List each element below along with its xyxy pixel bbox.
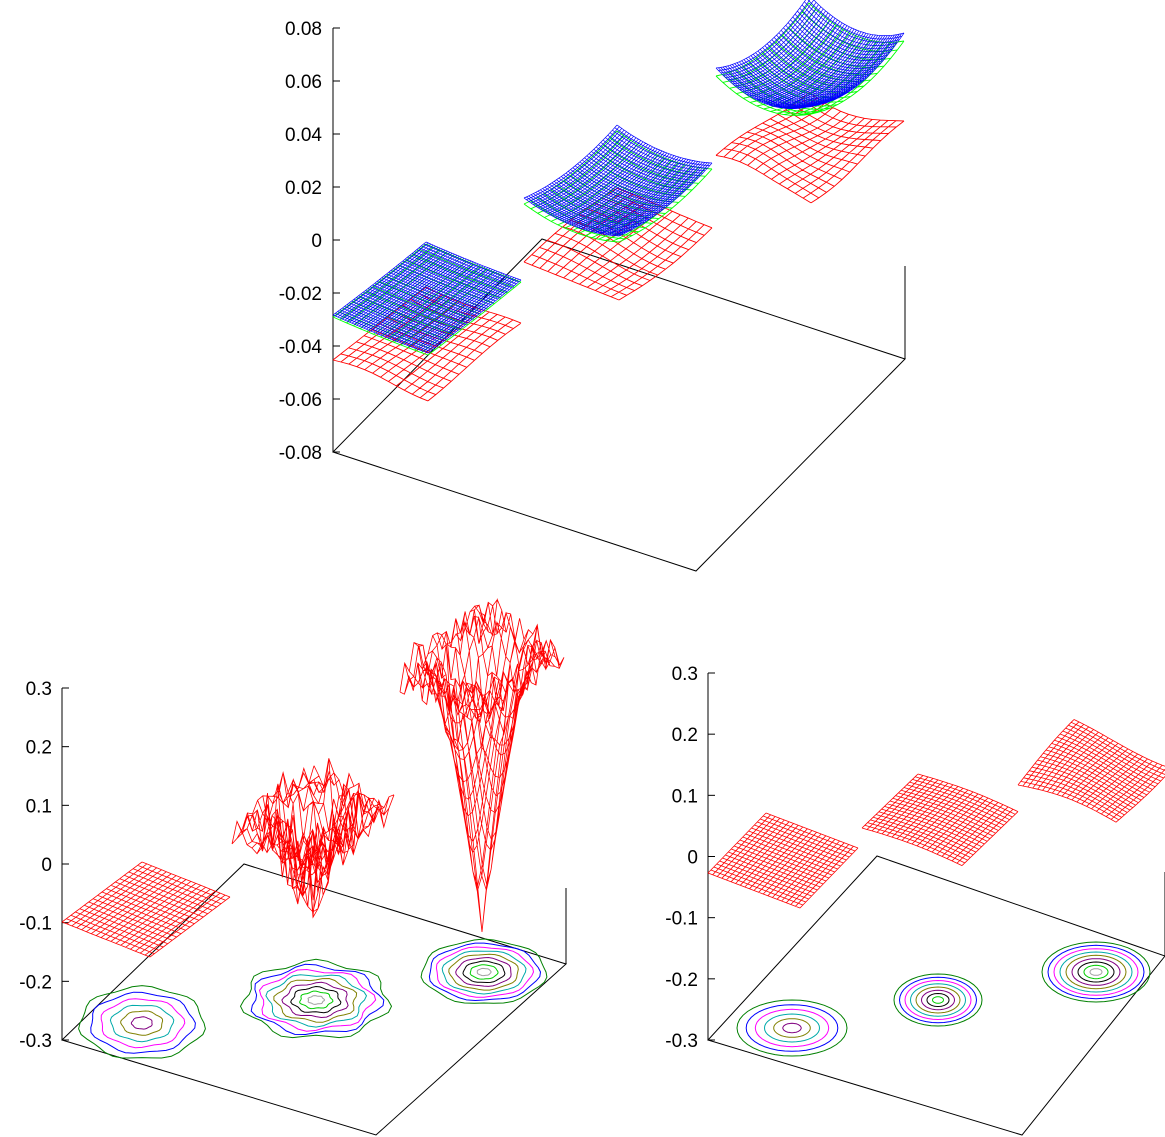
contour-line: [920, 989, 956, 1011]
z-tick-label: -0.02: [279, 284, 322, 305]
contour-line: [1059, 951, 1133, 993]
contour-line: [1053, 948, 1139, 996]
contour-line: [307, 995, 326, 1005]
z-tick-label: -0.08: [279, 443, 322, 464]
contour-line: [915, 986, 961, 1014]
contour-line: [898, 976, 978, 1024]
z-tick-label: 0.1: [672, 786, 698, 807]
red-wireframe: [861, 773, 1019, 866]
contour-line: [100, 998, 186, 1049]
z-tick-label: 0.3: [672, 664, 698, 685]
contour-line: [428, 942, 542, 1002]
contour-line: [1065, 954, 1127, 990]
z-tick-label: 0.1: [26, 796, 52, 817]
contour-line: [420, 938, 548, 1004]
z-tick-label: 0: [311, 231, 322, 252]
contour-line: [904, 979, 972, 1021]
z-tick-label: -0.3: [665, 1031, 698, 1052]
red-wireframe-flat: [61, 861, 231, 958]
z-tick-label: 0: [687, 848, 698, 869]
red-wireframe-noisy: [231, 758, 395, 919]
z-tick-label: -0.1: [19, 914, 52, 935]
contour-line: [931, 996, 945, 1004]
z-tick-label: 0.2: [672, 725, 698, 746]
contour-line: [476, 967, 492, 977]
z-tick-label: -0.2: [665, 970, 698, 991]
red-wireframe-deep: [399, 598, 565, 933]
contour-line: [250, 963, 385, 1036]
contour-line: [1047, 944, 1145, 1000]
z-tick-label: 0.08: [285, 19, 322, 40]
contour-line: [782, 1022, 802, 1034]
bottom-right-surface-plot: 0.3 0.2 0.1 0 -0.1 -0.2 -0.3: [665, 664, 1165, 1136]
contour-line: [130, 1016, 153, 1030]
bottom-left-surface-plot: 0.3 0.2 0.1 0 -0.1 -0.2 -0.3: [19, 598, 567, 1136]
contour-line: [290, 985, 342, 1014]
z-tick-label: 0.06: [285, 72, 322, 93]
z-tick-label: 0.3: [26, 679, 52, 700]
contour-line: [1083, 964, 1109, 980]
z-tick-label: -0.3: [19, 1031, 52, 1052]
contour-line: [1041, 941, 1151, 1003]
contour-line: [745, 1004, 839, 1052]
contour-line: [1071, 958, 1121, 986]
contour-line: [773, 1018, 811, 1038]
blue-wireframe: [715, 0, 905, 109]
contour-line: [120, 1010, 164, 1036]
z-tick-label: -0.2: [19, 972, 52, 993]
base-plane: [707, 855, 1165, 1136]
contour-line: [462, 960, 506, 984]
contour-line: [455, 956, 512, 987]
contour-line: [469, 964, 499, 980]
red-wireframe: [1017, 719, 1165, 823]
top-surface-plot: 0.08 0.06 0.04 0.02 0 -0.02 -0.04 -0.06 -0.08: [279, 0, 906, 572]
z-tick-label: -0.06: [279, 390, 322, 411]
contour-line: [78, 985, 206, 1059]
contour-line: [754, 1008, 830, 1048]
blue-wireframe: [332, 241, 522, 354]
contour-line: [763, 1013, 821, 1043]
red-wireframe-flat: [707, 812, 859, 909]
contour-line: [448, 953, 519, 991]
contour-line: [281, 981, 349, 1019]
contour-line: [109, 1004, 175, 1043]
contour-line: [258, 968, 377, 1032]
contour-line: [435, 946, 535, 998]
contour-line: [299, 990, 334, 1010]
contour-line: [736, 999, 848, 1057]
contour-line: [265, 974, 368, 1028]
z-tick-label: 0.02: [285, 178, 322, 199]
red-wireframe: [523, 187, 713, 301]
red-wireframe: [715, 92, 905, 204]
contour-line: [1089, 968, 1103, 976]
contour-line: [909, 983, 967, 1017]
contour-line: [441, 950, 527, 995]
contour-line: [926, 992, 950, 1008]
z-tick-label: -0.1: [665, 909, 698, 930]
contour-line: [90, 991, 196, 1054]
contour-line: [893, 973, 983, 1027]
z-tick-label: 0.04: [285, 125, 322, 146]
contour-line: [1077, 961, 1115, 983]
blue-wireframe: [523, 124, 713, 237]
contour-line: [273, 977, 358, 1023]
z-tick-label: 0: [41, 855, 52, 876]
contour-line: [239, 958, 393, 1039]
z-tick-label: -0.04: [279, 337, 323, 358]
z-tick-label: 0.2: [26, 738, 52, 759]
